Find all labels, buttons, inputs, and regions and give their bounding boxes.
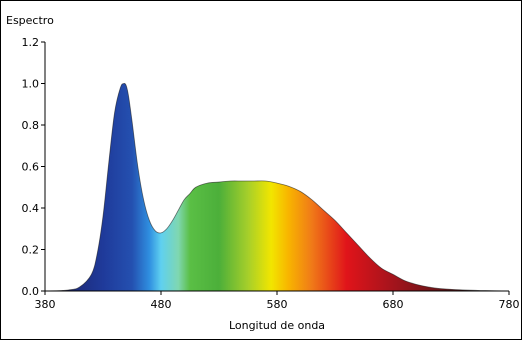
y-axis-label: Espectro	[6, 14, 54, 27]
x-tick-label: 780	[499, 298, 520, 311]
y-tick-label: 0.8	[22, 119, 40, 132]
x-ticks: 380 480 580 680 780	[35, 291, 520, 311]
y-tick-label: 0.6	[22, 161, 40, 174]
y-tick-label: 0.4	[22, 202, 40, 215]
x-tick-label: 580	[267, 298, 288, 311]
spectrum-area	[45, 83, 509, 291]
y-tick-label: 0.2	[22, 244, 40, 257]
y-tick-label: 1.0	[22, 78, 40, 91]
y-tick-label: 1.2	[22, 36, 40, 49]
spectrum-outline	[44, 82, 510, 292]
y-ticks: 0.0 0.2 0.4 0.6 0.8 1.0 1.2	[22, 36, 45, 298]
y-tick-label: 0.0	[22, 285, 40, 298]
plot-area	[44, 82, 510, 292]
x-tick-label: 380	[35, 298, 56, 311]
x-tick-label: 680	[383, 298, 404, 311]
x-tick-label: 480	[151, 298, 172, 311]
x-axis-label: Longitud de onda	[229, 319, 325, 332]
